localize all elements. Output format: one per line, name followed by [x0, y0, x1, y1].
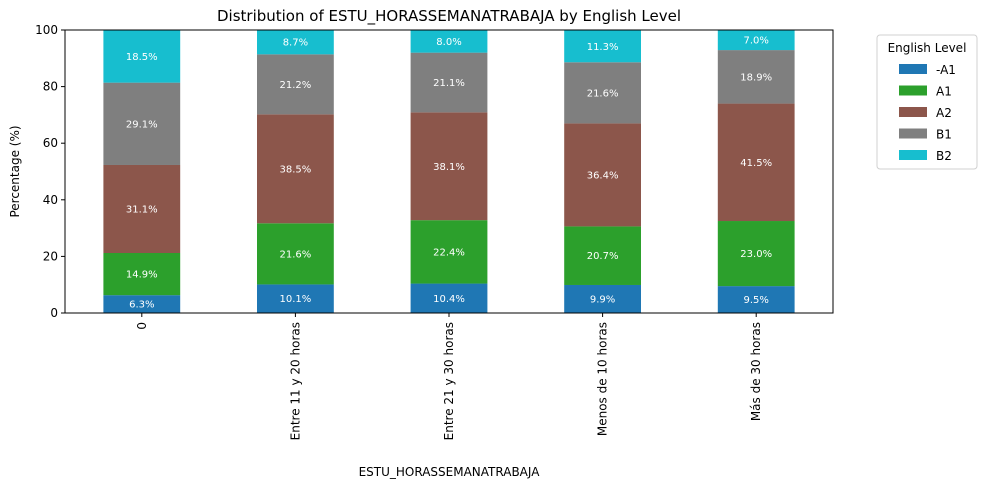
bar-segment [103, 295, 181, 313]
x-axis: 0 Entre 11 y 20 horas Entre 21 y 30 horas M… [135, 313, 763, 440]
bar-value-label: 11.3% [587, 42, 619, 53]
legend-box [876, 34, 978, 170]
bar-segment [564, 226, 641, 285]
legend-entry-label: -A1 [936, 63, 956, 77]
bar-segment [717, 221, 795, 287]
legend-entry-label: B1 [936, 128, 952, 142]
bar-value-label: 41.5% [740, 158, 772, 169]
y-tick-label: 100 [35, 23, 58, 37]
bar-segment [257, 29, 334, 55]
bar-segment [717, 286, 795, 313]
bar-value-label: 29.1% [126, 119, 158, 130]
bar-segment [717, 50, 795, 104]
legend-entry-label: B2 [936, 149, 952, 163]
bar-segment [717, 30, 795, 51]
y-tick-label: 80 [43, 80, 58, 94]
bar-value-label: 38.1% [433, 162, 465, 173]
x-tick-label: Entre 11 y 20 horas [288, 322, 302, 440]
legend-swatch [899, 107, 927, 117]
bar-segment [257, 54, 334, 115]
bar-value-label: 18.5% [126, 52, 158, 63]
plot-frame [64, 29, 834, 314]
legend-swatch [899, 150, 927, 160]
legend-swatch [899, 85, 927, 96]
bar-value-label: 6.3% [129, 300, 154, 311]
bar-segment [717, 103, 795, 222]
bar-value-label: 21.2% [280, 80, 312, 91]
x-tick-label: Entre 21 y 30 horas [442, 322, 456, 440]
bar-value-label: 22.4% [433, 247, 465, 258]
bar-value-label: 10.4% [433, 294, 465, 305]
bar-value-label: 20.7% [587, 251, 619, 262]
legend-items: -A1 A1 A2 B1 B2 [899, 63, 956, 163]
bar-value-label: 8.7% [283, 38, 308, 49]
chart-title: Distribution of ESTU_HORASSEMANATRABAJA … [217, 7, 681, 26]
bar-value-label: 23.0% [740, 249, 772, 260]
bar-value-label: 21.6% [280, 249, 312, 260]
bar-segment [410, 220, 488, 284]
x-axis-label: ESTU_HORASSEMANATRABAJA [359, 465, 541, 479]
bar-value-label: 38.5% [280, 164, 312, 175]
legend-title: English Level [888, 41, 967, 55]
bar-value-label: 31.1% [126, 204, 158, 215]
bar-value-label: 21.6% [587, 88, 619, 99]
bar-value-label: 9.9% [590, 294, 615, 305]
bar-value-label: 9.5% [743, 295, 768, 306]
bars-layer [103, 29, 795, 313]
bar-segment [257, 223, 334, 285]
y-tick-label: 60 [43, 136, 58, 150]
bar-segment [103, 30, 181, 83]
bar-segment [564, 284, 641, 313]
bar-value-label: 8.0% [436, 37, 461, 48]
bar-segment [564, 123, 641, 227]
x-tick-label: Menos de 10 horas [596, 322, 610, 436]
y-axis: 0 20 40 60 80 100 [35, 23, 65, 320]
bar-segment [103, 82, 181, 165]
legend: English Level -A1 A1 A2 B1 B2 [876, 34, 978, 170]
bar-value-label: 10.1% [280, 294, 312, 305]
y-tick-label: 20 [43, 249, 58, 263]
bar-value-label: 7.0% [743, 36, 768, 47]
bar-value-label: 21.1% [433, 78, 465, 89]
bar-segment [410, 30, 488, 53]
bar-segment [103, 253, 181, 296]
y-axis-label: Percentage (%) [8, 125, 22, 217]
bar-segment [410, 112, 488, 221]
legend-swatch [899, 64, 927, 74]
legend-swatch [899, 128, 927, 139]
bar-value-label: 14.9% [126, 270, 158, 281]
bar-labels-layer: 6.3% 14.9% 31.1% 29.1% 18.5% 10.1% 21.6% 38.5% 2… [126, 36, 772, 311]
bar-value-label: 36.4% [587, 170, 619, 181]
bar-segment [257, 114, 334, 224]
legend-entry-label: A1 [936, 85, 952, 99]
bar-segment [410, 52, 488, 113]
bar-segment [564, 30, 641, 63]
x-tick-label: 0 [135, 322, 149, 330]
bar-segment [410, 283, 488, 313]
legend-entry-label: A2 [936, 106, 952, 120]
bar-segment [564, 62, 641, 124]
bar-value-label: 18.9% [740, 72, 772, 83]
y-tick-label: 40 [43, 193, 58, 207]
x-tick-label: Más de 30 horas [749, 322, 763, 421]
y-tick-label: 0 [50, 306, 58, 320]
bar-segment [103, 164, 181, 254]
bar-segment [257, 284, 334, 313]
